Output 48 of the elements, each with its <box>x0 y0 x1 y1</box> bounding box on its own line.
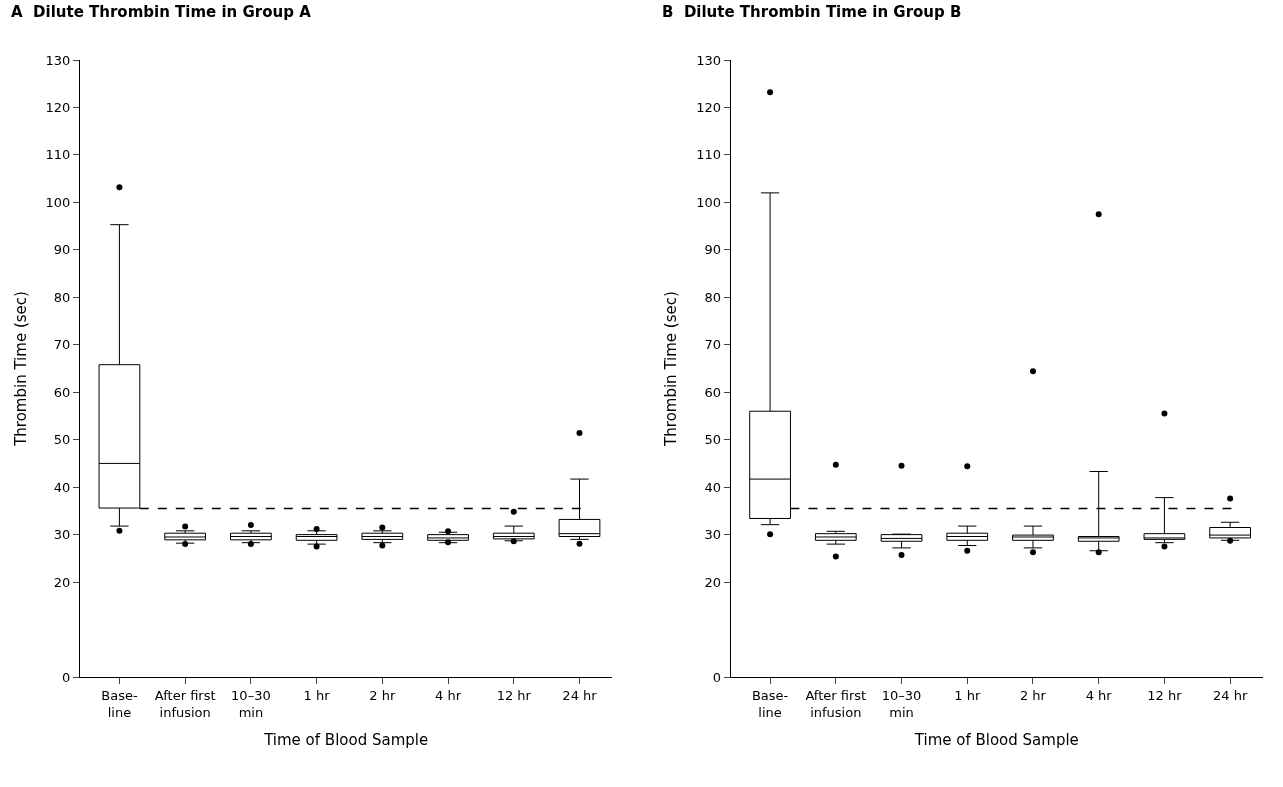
y-tick-label: 130 <box>45 52 71 68</box>
y-tick-label: 50 <box>704 432 722 448</box>
y-tick-label: 20 <box>53 574 71 590</box>
y-tick-label: 70 <box>704 337 722 353</box>
y-tick-label: 60 <box>704 384 722 400</box>
y-tick-label: 60 <box>53 384 71 400</box>
y-tick-label: 90 <box>704 242 722 258</box>
y-tick-label: 0 <box>62 669 71 685</box>
x-tick-label: 12 hr <box>496 687 532 703</box>
y-tick-label: 40 <box>704 479 722 495</box>
x-tick-label: 2 hr <box>369 687 396 703</box>
x-tick-label: Base- line <box>751 687 789 720</box>
x-tick-label: Base- line <box>101 687 138 720</box>
x-axis-title: Time of Blood Sample <box>263 730 429 749</box>
y-tick-label: 100 <box>696 194 722 210</box>
x-tick-label: 1 hr <box>954 687 981 703</box>
y-tick-label: 80 <box>704 289 722 305</box>
y-tick-label: 30 <box>704 527 722 543</box>
chart-title: B Dilute Thrombin Time in Group B <box>662 3 962 21</box>
y-tick-label: 100 <box>45 194 71 210</box>
y-tick-label: 130 <box>696 52 722 68</box>
chart-title: A Dilute Thrombin Time in Group A <box>11 3 312 21</box>
y-tick-label: 120 <box>696 100 722 116</box>
y-tick-label: 110 <box>45 147 71 163</box>
x-tick-label: 4 hr <box>1085 687 1113 703</box>
y-tick-label: 110 <box>696 147 722 163</box>
y-tick-label: 0 <box>712 669 722 685</box>
x-tick-label: After first infusion <box>154 687 216 720</box>
x-tick-label: 10–30 min <box>881 687 922 720</box>
y-tick-label: 70 <box>53 337 71 353</box>
x-tick-label: 24 hr <box>1213 687 1248 703</box>
y-tick-label: 120 <box>45 100 71 116</box>
x-tick-label: After first infusion <box>805 687 867 720</box>
x-tick-label: 24 hr <box>562 687 598 703</box>
x-tick-label: 10–30 min <box>231 687 271 720</box>
y-tick-label: 30 <box>53 527 71 543</box>
y-tick-label: 20 <box>704 574 722 590</box>
y-tick-label: 80 <box>53 289 71 305</box>
y-tick-label: 40 <box>53 479 71 495</box>
y-tick-label: 90 <box>53 242 71 258</box>
x-tick-label: 4 hr <box>435 687 462 703</box>
y-axis-title: Thrombin Time (sec) <box>11 291 30 447</box>
y-tick-label: 50 <box>53 432 71 448</box>
x-tick-label: 12 hr <box>1147 687 1183 703</box>
x-tick-label: 1 hr <box>303 687 331 703</box>
x-axis-title: Time of Blood Sample <box>913 730 1079 749</box>
x-tick-label: 2 hr <box>1019 687 1047 703</box>
y-axis-title: Thrombin Time (sec) <box>662 291 681 447</box>
